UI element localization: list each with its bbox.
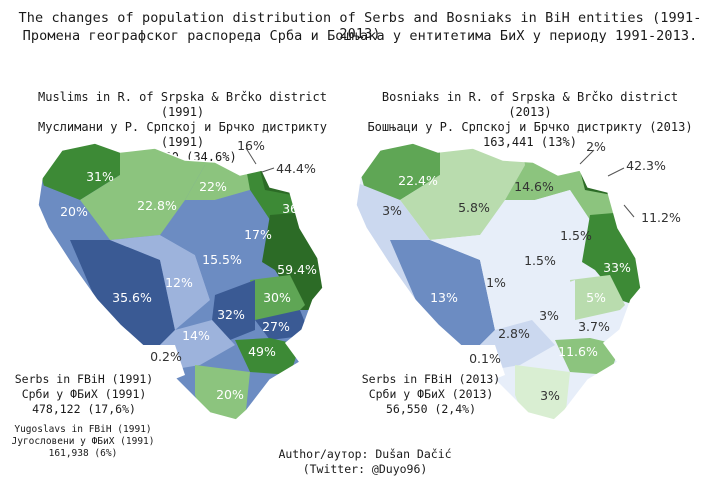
right-label-foca: 11.6% (558, 344, 598, 359)
left-legend-yugo-total: 161,938 (6%) (48, 448, 118, 459)
left-legend-yugoslavs: Yugoslavs in FBiH (1991) Југословени у Ф… (8, 424, 158, 460)
left-legend-serbs-total: 478,122 (17,6%) (32, 402, 136, 416)
author-twitter: (Twitter: @Duyo96) (302, 462, 428, 476)
left-region-trebinje (195, 365, 250, 420)
left-region-srpsko-sarajevo (212, 280, 255, 340)
left-label-srpsko-sarajevo: 32% (217, 307, 245, 322)
right-caption-serbian: Бошњаци у Р. Српској и Брчко дистрикту (… (367, 120, 693, 134)
left-region-rogatica (255, 310, 310, 340)
right-label-sw: 13% (430, 290, 458, 305)
left-caption-english: Muslims in R. of Srpska & Brčko district… (38, 90, 327, 119)
left-callout-line-16 (245, 147, 257, 165)
left-label-banja-luka-south: 15.5% (202, 252, 242, 267)
left-label-rogatica: 27% (262, 319, 290, 334)
right-label-rogatica: 3.7% (578, 319, 610, 334)
left-map (38, 143, 323, 420)
left-caption-serbian: Муслимани у Р. Српској и Брчко дистрикту… (38, 120, 327, 149)
right-label-herz-south: 0.1% (469, 351, 501, 366)
left-callout-line-44 (261, 167, 275, 173)
left-map-outline (37, 142, 324, 421)
left-legend-yugo-serbian: Југословени у ФБиХ (1991) (11, 436, 155, 447)
left-label-posavina-small: 16% (237, 138, 265, 153)
right-legend-serbs-serbian: Срби у ФБиХ (2013) (368, 387, 494, 401)
right-region-srpsko-sarajevo (532, 280, 575, 340)
right-label-center: 1% (486, 275, 506, 290)
right-label-herz-west: 2.8% (498, 326, 530, 341)
left-label-west: 20% (60, 204, 88, 219)
left-label-sarajevo: 30% (263, 290, 291, 305)
left-region-center (110, 235, 210, 330)
right-callout-line-11 (623, 204, 635, 218)
left-label-podrinje: 59.4% (277, 262, 317, 277)
left-region-banja-luka-south (160, 190, 270, 300)
left-label-foca: 49% (248, 344, 276, 359)
left-label-trebinje: 20% (216, 387, 244, 402)
right-region-north-center (400, 143, 530, 240)
left-label-north-center: 22.8% (137, 198, 177, 213)
right-label-center-east: 1.5% (524, 253, 556, 268)
left-region-north-center (80, 143, 210, 240)
title-line-serbian: Промена географског распореда Срба и Бош… (22, 28, 698, 44)
left-label-sw: 35.6% (112, 290, 152, 305)
left-label-bijeljina: 36% (282, 201, 310, 216)
left-legend-serbs-serbian: Срби у ФБиХ (1991) (21, 387, 147, 401)
right-map-outline (355, 142, 642, 421)
right-region-trebinje (515, 365, 570, 420)
right-label-north: 14.6% (514, 179, 554, 194)
right-label-nw: 22.4% (398, 173, 438, 188)
right-callout-line-2 (579, 149, 595, 165)
right-map (356, 143, 641, 420)
author-credit: Author/аутор: Dušan Dačić (Twitter: @Duy… (270, 447, 460, 477)
right-legend-serbs: Serbs in FBiH (2013) Срби у ФБиХ (2013) … (356, 372, 506, 417)
right-label-podrinje: 33% (603, 260, 631, 275)
right-caption-total: 163,441 (13%) (483, 135, 577, 149)
right-caption-english: Bosniaks in R. of Srpska & Brčko distric… (381, 90, 679, 119)
left-region-foca (235, 338, 300, 375)
right-region-center (430, 235, 530, 330)
right-label-brcko: 42.3% (626, 158, 666, 173)
right-label-west: 3% (382, 203, 402, 218)
left-label-center: 12% (165, 275, 193, 290)
right-label-trebinje: 3% (540, 388, 560, 403)
right-label-srpsko-sarajevo: 3% (539, 308, 559, 323)
left-label-brcko: 44.4% (276, 161, 316, 176)
right-region-sw (390, 240, 495, 355)
left-label-herz-south: 0.2% (150, 349, 182, 364)
right-region-banja-luka-south (480, 190, 590, 300)
right-legend-serbs-total: 56,550 (2,4%) (385, 402, 476, 416)
right-label-bijeljina: 11.2% (641, 210, 681, 225)
right-legend-serbs-english: Serbs in FBiH (2013) (361, 372, 501, 386)
left-legend-serbs-english: Serbs in FBiH (1991) (14, 372, 154, 386)
title-line-english: The changes of population distribution o… (18, 10, 702, 42)
left-region-sw (70, 240, 175, 355)
author-name: Author/аутор: Dušan Dačić (278, 447, 452, 461)
left-label-doboj-south: 17% (244, 227, 272, 242)
right-label-doboj-south: 1.5% (560, 228, 592, 243)
left-legend-serbs: Serbs in FBiH (1991) Срби у ФБиХ (1991) … (14, 372, 154, 417)
right-label-sarajevo: 5% (586, 290, 606, 305)
right-region-foca (555, 338, 620, 375)
right-callout-line-42 (607, 167, 625, 177)
right-label-north-center: 5.8% (458, 200, 490, 215)
left-label-north: 22% (199, 179, 227, 194)
left-label-herz-west: 14% (182, 328, 210, 343)
left-legend-yugo-english: Yugoslavs in FBiH (1991) (14, 424, 152, 435)
left-label-nw: 31% (86, 169, 114, 184)
right-map-caption: Bosniaks in R. of Srpska & Brčko distric… (365, 90, 695, 150)
right-label-posavina-small: 2% (586, 139, 606, 154)
